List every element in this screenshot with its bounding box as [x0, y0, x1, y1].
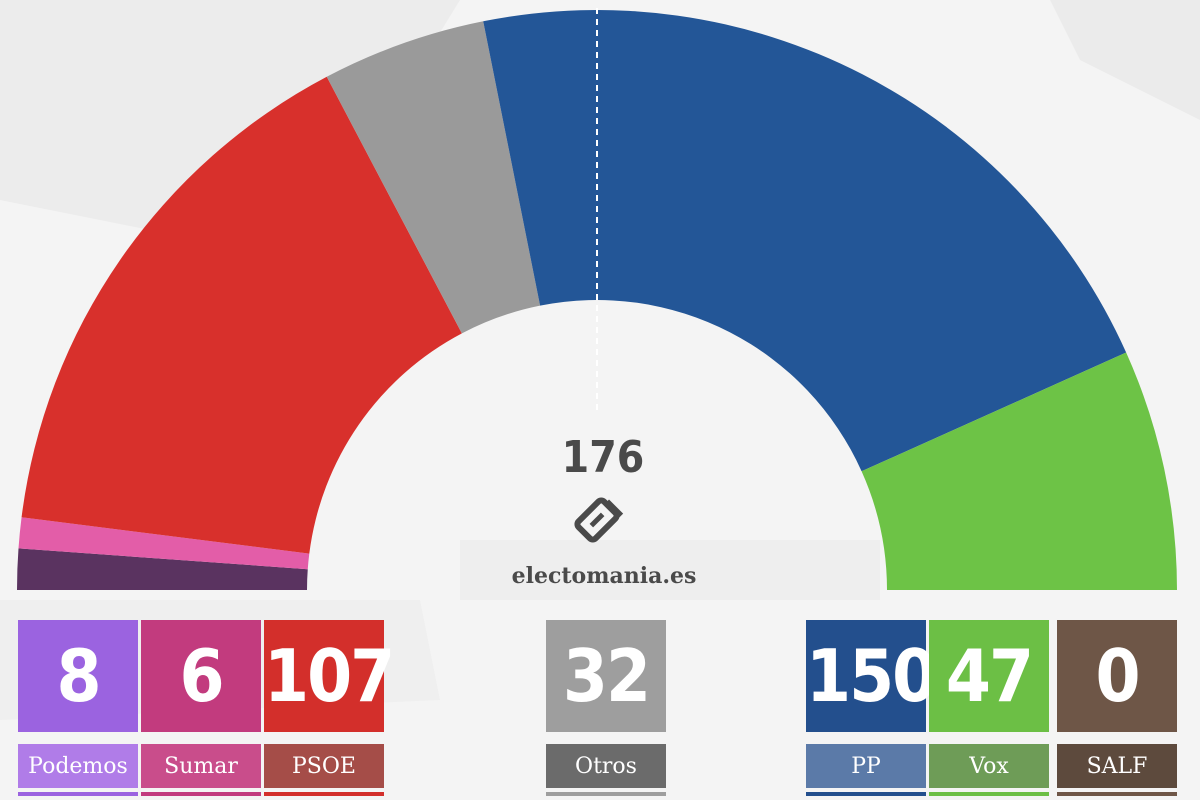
party-label-otros: Otros [546, 744, 666, 788]
seat-count-vox: 47 [929, 620, 1049, 732]
arc-segment-otros [326, 21, 541, 334]
party-label-pp: PP [806, 744, 926, 788]
party-label-vox: Vox [929, 744, 1049, 788]
party-box-vox: 47 Vox [929, 620, 1049, 796]
party-label-salf: SALF [1057, 744, 1177, 788]
party-label-psoe: PSOE [264, 744, 384, 788]
arc-segment-sumar [18, 517, 310, 570]
party-box-salf: 0 SALF [1057, 620, 1177, 796]
party-box-podemos: 8 Podemos [18, 620, 138, 796]
party-box-sumar: 6 Sumar [141, 620, 261, 796]
arc-segment-pp [483, 9, 1127, 472]
party-label-sumar: Sumar [141, 744, 261, 788]
seat-count-sumar: 6 [141, 620, 261, 732]
party-label-podemos: Podemos [18, 744, 138, 788]
seat-count-pp: 150 [806, 620, 937, 732]
seat-count-podemos: 8 [18, 620, 138, 732]
arc-segment-vox [861, 352, 1177, 590]
arc-segment-psoe [21, 76, 462, 554]
brand-name: electomania.es [512, 563, 697, 589]
seat-arc [16, 9, 1177, 590]
arc-segment-podemos [16, 548, 308, 590]
majority-label: 176 [562, 432, 645, 483]
party-box-psoe: 107 PSOE [264, 620, 395, 796]
party-box-otros: 32 Otros [546, 620, 666, 796]
party-box-pp: 150 PP [806, 620, 937, 796]
seat-count-psoe: 107 [264, 620, 395, 732]
seat-count-otros: 32 [546, 620, 666, 732]
seat-count-salf: 0 [1057, 620, 1177, 732]
electomania-logo-icon [574, 497, 624, 543]
